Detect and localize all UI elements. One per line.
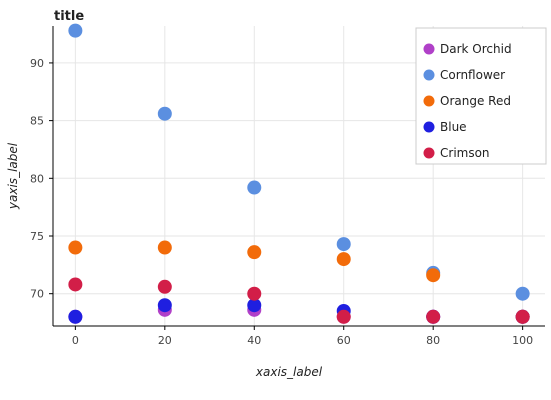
ticks: 0 20 40 60 80 100 70 75 80 85 90 (30, 57, 533, 347)
legend-label-2: Orange Red (440, 94, 511, 108)
point-4-1 (157, 279, 172, 294)
x-tick-label-4: 80 (426, 334, 440, 347)
point-1-2 (247, 180, 262, 195)
series-crimson (68, 277, 530, 324)
legend-marker-2 (423, 95, 435, 107)
x-tick-label-0: 0 (72, 334, 79, 347)
y-tick-label-0: 70 (30, 288, 44, 301)
legend-marker-0 (423, 43, 435, 55)
legend-marker-1 (423, 69, 435, 81)
y-tick-label-2: 80 (30, 172, 44, 185)
point-1-3 (336, 237, 351, 252)
series-blue (68, 298, 530, 324)
point-3-0 (68, 309, 83, 324)
x-tick-label-3: 60 (337, 334, 351, 347)
point-4-2 (247, 286, 262, 301)
x-tick-label-2: 40 (247, 334, 261, 347)
legend-label-0: Dark Orchid (440, 42, 512, 56)
x-tick-label-1: 20 (158, 334, 172, 347)
point-2-1 (157, 240, 172, 255)
y-axis-label: yaxis_label (6, 142, 20, 210)
legend-label-4: Crimson (440, 146, 490, 160)
point-2-4 (426, 268, 441, 283)
y-tick-label-1: 75 (30, 230, 44, 243)
point-3-1 (157, 298, 172, 313)
series-orange-red (68, 240, 530, 324)
point-1-0 (68, 23, 83, 38)
point-2-2 (247, 245, 262, 260)
legend-box (415, 27, 547, 165)
legend-label-1: Cornflower (440, 68, 505, 82)
legend: Dark Orchid Cornflower Orange Red Blue Crims… (415, 27, 547, 165)
x-tick-label-5: 100 (512, 334, 533, 347)
series-cornflower (68, 23, 530, 301)
chart-title: title (54, 9, 84, 24)
legend-label-3: Blue (440, 120, 467, 134)
point-3-2 (247, 298, 262, 313)
point-2-0 (68, 240, 83, 255)
y-tick-label-3: 85 (30, 115, 44, 128)
point-4-4 (426, 309, 441, 324)
point-1-5 (515, 286, 530, 301)
data-points (68, 23, 530, 324)
point-2-3 (336, 252, 351, 267)
point-4-3 (336, 309, 351, 324)
legend-marker-4 (423, 147, 435, 159)
point-1-1 (157, 106, 172, 121)
series-dark-orchid (68, 302, 530, 324)
y-tick-label-4: 90 (30, 57, 44, 70)
x-axis-label: xaxis_label (255, 365, 323, 379)
point-4-5 (515, 309, 530, 324)
legend-marker-3 (423, 121, 435, 133)
point-4-0 (68, 277, 83, 292)
